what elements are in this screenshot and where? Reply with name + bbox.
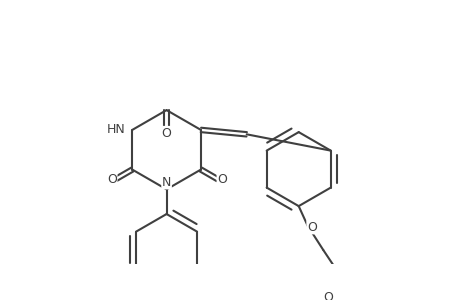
- Text: O: O: [322, 291, 332, 300]
- Text: N: N: [162, 176, 171, 189]
- Text: O: O: [306, 221, 316, 234]
- Text: O: O: [217, 173, 227, 186]
- Text: O: O: [107, 173, 117, 186]
- Text: HN: HN: [106, 123, 125, 136]
- Text: O: O: [161, 127, 171, 140]
